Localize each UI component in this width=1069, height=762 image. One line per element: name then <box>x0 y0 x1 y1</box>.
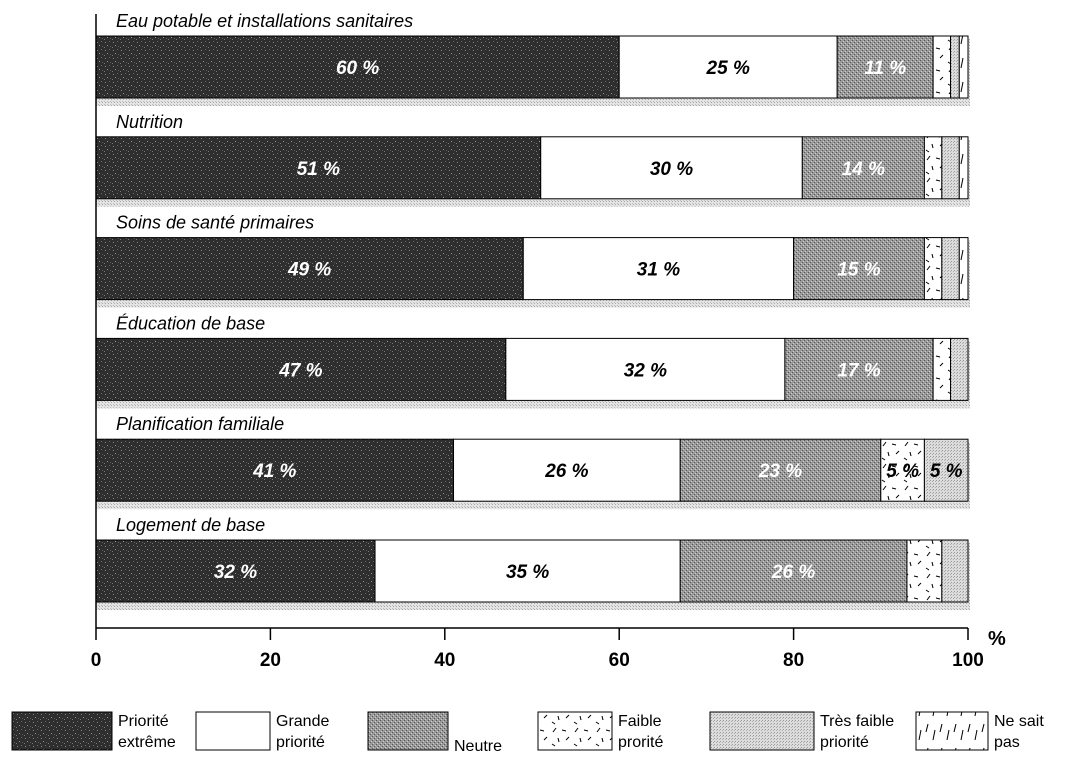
x-axis-unit-label: % <box>988 628 1006 650</box>
data-label-planification-familiale-tres-faible-priorite: 5 % <box>930 461 963 482</box>
data-label-planification-familiale-neutre: 23 % <box>758 461 802 482</box>
data-label-education-de-base-grande-priorite: 32 % <box>624 360 667 381</box>
bars-group <box>95 35 969 603</box>
bar-education-de-base-priorite-extreme <box>95 337 507 401</box>
category-label-logement-de-base: Logement de base <box>116 515 265 535</box>
bar-soins-de-sante-primaires-faible-prorite <box>923 237 943 301</box>
legend-label-neutre: Neutre <box>454 738 502 755</box>
bar-planification-familiale-faible-prorite <box>880 438 925 502</box>
data-label-soins-de-sante-primaires-grande-priorite: 31 % <box>637 260 680 281</box>
x-tick-label-40: 40 <box>434 650 455 671</box>
legend-label-faible-prorite: Faible prorité <box>618 713 663 751</box>
bar-soins-de-sante-primaires-ne-sait-pas <box>958 237 969 301</box>
category-label-planification-familiale: Planification familiale <box>116 414 284 434</box>
x-tick-label-60: 60 <box>609 650 630 671</box>
data-label-nutrition-neutre: 14 % <box>842 159 885 180</box>
legend-swatch-priorite-extreme <box>11 711 113 751</box>
bar-nutrition-ne-sait-pas <box>958 136 969 200</box>
legend-item-faible-prorite: Faible prorité <box>537 711 663 751</box>
bar-planification-familiale-grande-priorite <box>453 438 681 502</box>
legend-swatch-neutre <box>367 711 449 751</box>
legend-label-tres-faible-priorite: Très faible priorité <box>820 713 894 751</box>
data-label-nutrition-priorite-extreme: 51 % <box>297 159 340 180</box>
data-label-eau-potable-et-installations-sanitaires-grande-priorite: 25 % <box>706 58 750 79</box>
data-label-nutrition-grande-priorite: 30 % <box>650 159 693 180</box>
bar-education-de-base-neutre <box>784 337 934 401</box>
bar-logement-de-base-tres-faible-priorite <box>941 539 969 603</box>
legend-label-ne-sait-pas: Ne sait pas <box>994 713 1044 751</box>
data-label-education-de-base-priorite-extreme: 47 % <box>278 360 322 381</box>
legend-item-priorite-extreme: Priorité extrême <box>11 711 176 751</box>
legend-label-priorite-extreme: Priorité extrême <box>118 713 176 751</box>
data-label-planification-familiale-grande-priorite: 26 % <box>544 461 588 482</box>
data-label-planification-familiale-priorite-extreme: 41 % <box>252 461 296 482</box>
value-labels-group: 60 % 25 % 11 % 51 % 30 % 14 % 49 % 31 % 15 % 47 %… <box>214 58 963 583</box>
bar-planification-familiale-neutre <box>679 438 882 502</box>
bar-nutrition-priorite-extreme <box>95 136 542 200</box>
data-label-soins-de-sante-primaires-priorite-extreme: 49 % <box>287 260 331 281</box>
bar-eau-potable-et-installations-sanitaires-ne-sait-pas <box>958 35 969 99</box>
data-label-logement-de-base-grande-priorite: 35 % <box>506 562 549 583</box>
legend-swatch-ne-sait-pas <box>915 711 989 751</box>
data-label-soins-de-sante-primaires-neutre: 15 % <box>837 260 880 281</box>
bar-nutrition-grande-priorite <box>540 136 803 200</box>
x-tick-label-0: 0 <box>91 650 102 671</box>
data-label-logement-de-base-neutre: 26 % <box>771 562 815 583</box>
category-label-education-de-base: Éducation de base <box>116 313 265 333</box>
x-tick-label-20: 20 <box>260 650 281 671</box>
bar-soins-de-sante-primaires-tres-faible-priorite <box>941 237 960 301</box>
legend-item-neutre: Neutre <box>367 711 502 755</box>
data-label-education-de-base-neutre: 17 % <box>837 360 880 381</box>
x-tick-label-100: 100 <box>952 650 984 671</box>
bar-education-de-base-faible-prorite <box>932 337 952 401</box>
bar-eau-potable-et-installations-sanitaires-priorite-extreme <box>95 35 620 99</box>
bar-soins-de-sante-primaires-grande-priorite <box>522 237 795 301</box>
data-label-logement-de-base-priorite-extreme: 32 % <box>214 562 257 583</box>
category-labels-group: Eau potable et installations sanitaires N… <box>116 11 413 535</box>
data-label-eau-potable-et-installations-sanitaires-priorite-extreme: 60 % <box>336 58 379 79</box>
x-tick-label-80: 80 <box>783 650 804 671</box>
bar-eau-potable-et-installations-sanitaires-grande-priorite <box>618 35 838 99</box>
x-axis-ticks: 0 20 40 60 80 100 <box>91 628 984 671</box>
bar-logement-de-base-priorite-extreme <box>95 539 376 603</box>
bar-nutrition-tres-faible-priorite <box>941 136 960 200</box>
bar-education-de-base-grande-priorite <box>505 337 786 401</box>
legend-item-ne-sait-pas: Ne sait pas <box>915 711 1044 751</box>
legend-swatch-grande-priorite <box>195 711 271 751</box>
legend-swatch-faible-prorite <box>537 711 613 751</box>
bar-eau-potable-et-installations-sanitaires-neutre <box>836 35 934 99</box>
category-label-eau-potable-et-installations-sanitaires: Eau potable et installations sanitaires <box>116 11 413 31</box>
category-label-nutrition: Nutrition <box>116 112 183 132</box>
data-label-eau-potable-et-installations-sanitaires-neutre: 11 % <box>864 58 906 79</box>
legend-label-grande-priorite: Grande priorité <box>276 713 329 751</box>
bar-logement-de-base-faible-prorite <box>906 539 943 603</box>
bar-logement-de-base-grande-priorite <box>374 539 681 603</box>
bar-eau-potable-et-installations-sanitaires-tres-faible-priorite <box>950 35 960 99</box>
category-label-soins-de-sante-primaires: Soins de santé primaires <box>116 213 314 233</box>
legend-swatch-tres-faible-priorite <box>709 711 815 751</box>
bar-nutrition-faible-prorite <box>923 136 943 200</box>
bar-eau-potable-et-installations-sanitaires-faible-prorite <box>932 35 952 99</box>
bar-soins-de-sante-primaires-priorite-extreme <box>95 237 524 301</box>
legend: Priorité extrême Grande priorité Neutre Faibl… <box>11 711 1044 755</box>
bar-planification-familiale-tres-faible-priorite <box>923 438 969 502</box>
bar-planification-familiale-priorite-extreme <box>95 438 455 502</box>
legend-item-grande-priorite: Grande priorité <box>195 711 329 751</box>
data-label-planification-familiale-faible-prorite: 5 % <box>886 461 919 482</box>
legend-item-tres-faible-priorite: Très faible priorité <box>709 711 894 751</box>
bar-education-de-base-tres-faible-priorite <box>950 337 969 401</box>
